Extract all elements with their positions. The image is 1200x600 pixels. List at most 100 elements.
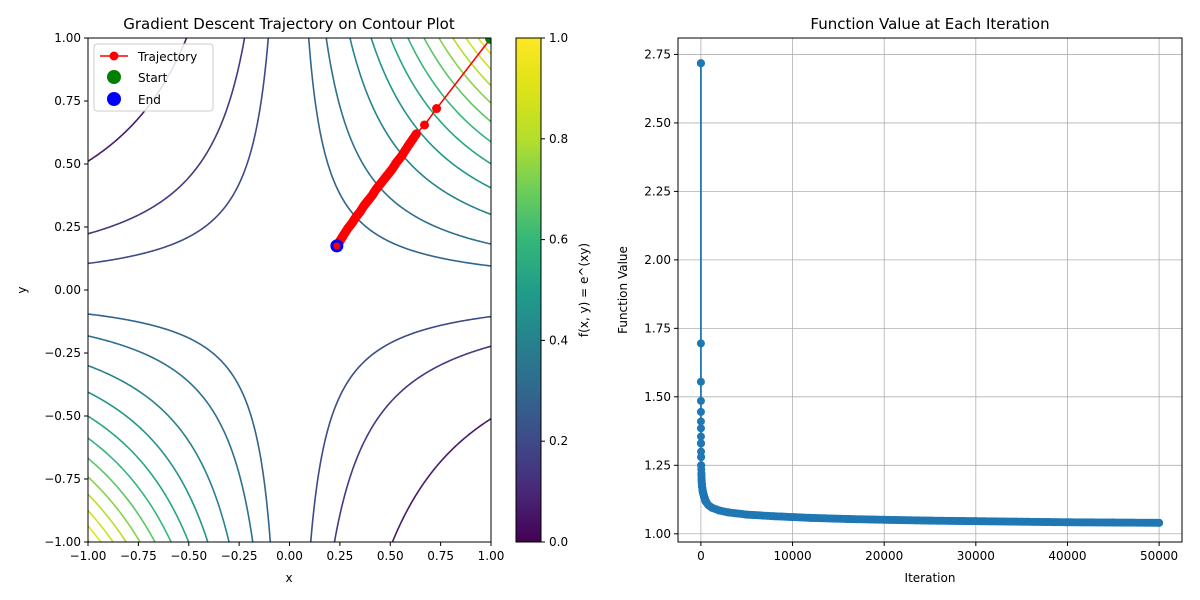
contour-line [88, 38, 246, 235]
trajectory-point [420, 120, 429, 130]
contour-line [88, 509, 115, 542]
contour-line [451, 38, 491, 87]
line-grid [678, 38, 1182, 542]
colorbar-tick-label: 0.4 [549, 333, 568, 347]
contour-line [389, 38, 491, 165]
x-tick-label: −0.50 [170, 549, 207, 563]
line-axes-frame [677, 37, 1183, 543]
y-tick-label: −0.75 [44, 472, 81, 486]
contour-line [88, 475, 141, 542]
data-point [696, 377, 705, 386]
legend-trajectory-label: Trajectory [137, 50, 197, 64]
data-point [1155, 518, 1164, 527]
contour-line [88, 38, 188, 163]
legend-start-label: Start [138, 71, 168, 85]
data-point [696, 396, 705, 405]
contour-line [391, 417, 491, 542]
y-tick-label: 1.25 [644, 458, 671, 472]
contour-line [477, 38, 491, 56]
colorbar-tick-label: 0.8 [549, 132, 568, 146]
x-tick-label: 0.00 [276, 549, 303, 563]
contour-line [464, 38, 491, 71]
data-point [696, 339, 705, 348]
data-point [702, 498, 711, 507]
data-point [696, 424, 705, 433]
contour-panel: Gradient Descent Trajectory on Contour P… [15, 15, 591, 585]
contour-line [88, 415, 190, 542]
x-tick-label: 10000 [773, 549, 811, 563]
contour-line [88, 524, 102, 542]
colorbar-tick-label: 0.6 [549, 233, 568, 247]
contour-title: Gradient Descent Trajectory on Contour P… [123, 15, 455, 33]
legend-end-marker [107, 92, 121, 106]
contour-line [423, 38, 491, 123]
contour-y-label: y [15, 286, 29, 293]
line-title: Function Value at Each Iteration [810, 15, 1049, 33]
y-tick-label: −0.25 [44, 346, 81, 360]
y-tick-label: 0.75 [54, 94, 81, 108]
colorbar-tick-label: 0.0 [549, 535, 568, 549]
legend-box [93, 43, 214, 112]
contour-x-label: x [285, 571, 292, 585]
y-tick-label: 0.25 [54, 220, 81, 234]
trajectory [330, 38, 491, 253]
contour-line [88, 38, 270, 265]
y-tick-label: −1.00 [44, 535, 81, 549]
contour-line [88, 335, 254, 542]
data-point [697, 439, 705, 448]
colorbar: 0.0 0.2 0.4 0.6 0.8 1.0 f(x, y) = e^(xy) [515, 31, 591, 549]
contour-line [349, 38, 491, 216]
line-x-ticks: 0 10000 20000 30000 40000 50000 [697, 542, 1178, 563]
colorbar-label: f(x, y) = e^(xy) [577, 243, 591, 337]
data-point [696, 59, 705, 68]
x-tick-label: 0.25 [327, 549, 354, 563]
y-tick-label: −0.50 [44, 409, 81, 423]
data-point [696, 417, 705, 426]
function-value-panel: Function Value at Each Iteration 0 10000 2… [616, 15, 1183, 585]
y-tick-label: 2.00 [644, 253, 671, 267]
contour-line [88, 457, 156, 542]
colorbar-tick-label: 0.2 [549, 434, 568, 448]
y-tick-label: 2.25 [644, 184, 671, 198]
x-tick-label: −1.00 [70, 549, 107, 563]
legend-end-label: End [138, 93, 161, 107]
line-series [696, 59, 1164, 527]
y-tick-label: 1.50 [644, 390, 671, 404]
contour-line [309, 315, 491, 542]
contour-line [88, 493, 128, 542]
end-point [333, 242, 341, 250]
line-y-ticks: 1.00 1.25 1.50 1.75 2.00 2.25 2.50 2.75 [644, 47, 678, 541]
data-point [696, 432, 705, 441]
contour-line [88, 364, 230, 542]
contour-axes-frame [87, 37, 492, 543]
x-tick-label: 0.50 [377, 549, 404, 563]
colorbar-tick-label: 1.0 [549, 31, 568, 45]
trajectory-point [432, 104, 442, 114]
y-tick-label: 1.00 [644, 527, 671, 541]
legend: Trajectory Start End [93, 43, 214, 112]
x-tick-label: 20000 [865, 549, 903, 563]
contour-line [333, 345, 491, 542]
legend-trajectory-marker [109, 51, 119, 61]
colorbar-gradient [515, 37, 542, 543]
x-tick-label: −0.25 [221, 549, 258, 563]
x-tick-label: 40000 [1048, 549, 1086, 563]
data-point [697, 453, 706, 462]
function-value-line [700, 63, 1160, 524]
contour-line [407, 38, 491, 143]
x-tick-label: 30000 [957, 549, 995, 563]
line-y-label: Function Value [616, 246, 630, 334]
x-tick-label: 0 [697, 549, 705, 563]
y-tick-label: 0.00 [54, 283, 81, 297]
contour-x-ticks: −1.00 −0.75 −0.50 −0.25 0.00 0.25 0.50 0.75 1.00 [70, 542, 504, 563]
y-tick-label: 1.75 [644, 321, 671, 335]
y-tick-label: 2.75 [644, 47, 671, 61]
contour-line [307, 38, 491, 267]
contour-line [88, 313, 272, 542]
line-x-label: Iteration [905, 571, 956, 585]
colorbar-ticks: 0.0 0.2 0.4 0.6 0.8 1.0 [541, 31, 568, 549]
contour-line [88, 437, 172, 542]
data-point [696, 407, 705, 416]
contour-line [325, 38, 491, 245]
start-marker [485, 38, 491, 44]
